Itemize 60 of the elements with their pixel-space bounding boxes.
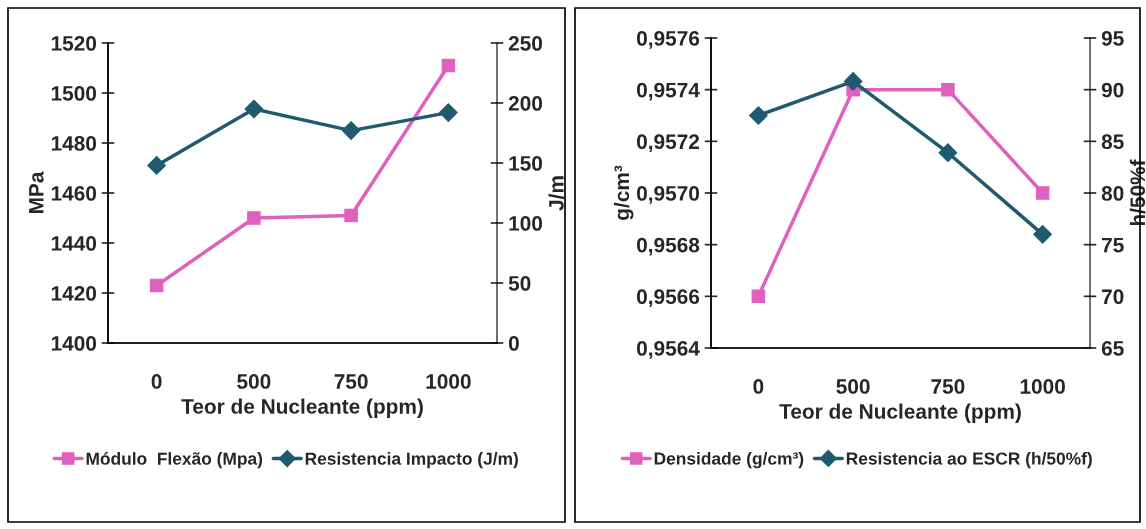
y-tick-label: 0,9570 xyxy=(637,186,700,204)
x-tick-label: 750 xyxy=(334,374,368,389)
y-tick-label: 1520 xyxy=(51,36,97,51)
legend-label: Resistencia ao ESCR (h/50%f) xyxy=(846,451,1092,469)
x-tick-label: 500 xyxy=(836,379,870,394)
point xyxy=(439,103,458,122)
y2-tick-label: 95 xyxy=(1101,31,1124,46)
y2-tick-label: 200 xyxy=(508,96,543,111)
y2-tick-label: 80 xyxy=(1101,186,1124,201)
point xyxy=(244,99,264,119)
y-axis-title: g/cm³ xyxy=(613,165,634,220)
point xyxy=(751,289,766,304)
y2-tick-label: 70 xyxy=(1102,289,1124,305)
x-tick-label: 1000 xyxy=(426,374,471,389)
y2-tick-label: 150 xyxy=(509,156,543,171)
y-tick-label: 0,9574 xyxy=(637,82,700,101)
point xyxy=(147,156,166,175)
y2-tick-label: 100 xyxy=(509,216,543,231)
y2-tick-label: 50 xyxy=(508,276,531,291)
y-tick-label: 1500 xyxy=(51,86,97,101)
x-axis-title: Teor de Nucleante (ppm) xyxy=(779,403,1021,423)
point xyxy=(843,72,863,91)
y-tick-label: 1440 xyxy=(51,236,97,251)
y-tick-label: 0,9568 xyxy=(637,237,700,256)
y-tick-label: 0,9566 xyxy=(637,289,700,308)
point xyxy=(938,143,958,163)
y-tick-label: 1420 xyxy=(51,286,97,301)
y2-axis-title: h/50%f xyxy=(1129,159,1146,226)
point xyxy=(1035,186,1050,200)
y2-tick-label: 85 xyxy=(1101,134,1124,150)
point xyxy=(441,58,456,73)
y2-tick-label: 75 xyxy=(1102,237,1124,253)
legend-label: Módulo Flexão (Mpa) xyxy=(86,451,263,469)
x-tick-label: 500 xyxy=(237,374,271,389)
y-tick-label: 1480 xyxy=(51,136,97,151)
y-tick-label: 1460 xyxy=(51,186,97,201)
y2-tick-label: 65 xyxy=(1101,341,1124,356)
point xyxy=(247,211,261,225)
x-tick-label: 1000 xyxy=(1020,379,1065,394)
y2-axis-title: J/m xyxy=(548,176,564,211)
y-tick-label: 0,9564 xyxy=(637,341,700,359)
legend-label: Densidade (g/cm³) xyxy=(654,451,804,469)
point xyxy=(344,208,358,223)
x-tick-label: 0 xyxy=(753,379,764,394)
point xyxy=(941,82,955,97)
x-axis-title: Teor de Nucleante (ppm) xyxy=(181,398,423,418)
y-tick-label: 0,9572 xyxy=(637,134,700,153)
x-tick-label: 750 xyxy=(931,379,965,394)
point xyxy=(341,121,361,140)
legend-label: Resistencia Impacto (J/m) xyxy=(305,452,518,469)
point xyxy=(149,278,164,293)
y-axis-title: MPa xyxy=(29,171,44,214)
point xyxy=(1033,224,1052,244)
y2-tick-label: 90 xyxy=(1101,82,1124,98)
y2-tick-label: 250 xyxy=(508,36,543,51)
x-tick-label: 0 xyxy=(151,374,162,389)
y2-tick-label: 0 xyxy=(508,336,519,351)
y-tick-label: 0,9576 xyxy=(637,31,700,49)
point xyxy=(749,106,768,125)
y-tick-label: 1400 xyxy=(51,336,97,351)
